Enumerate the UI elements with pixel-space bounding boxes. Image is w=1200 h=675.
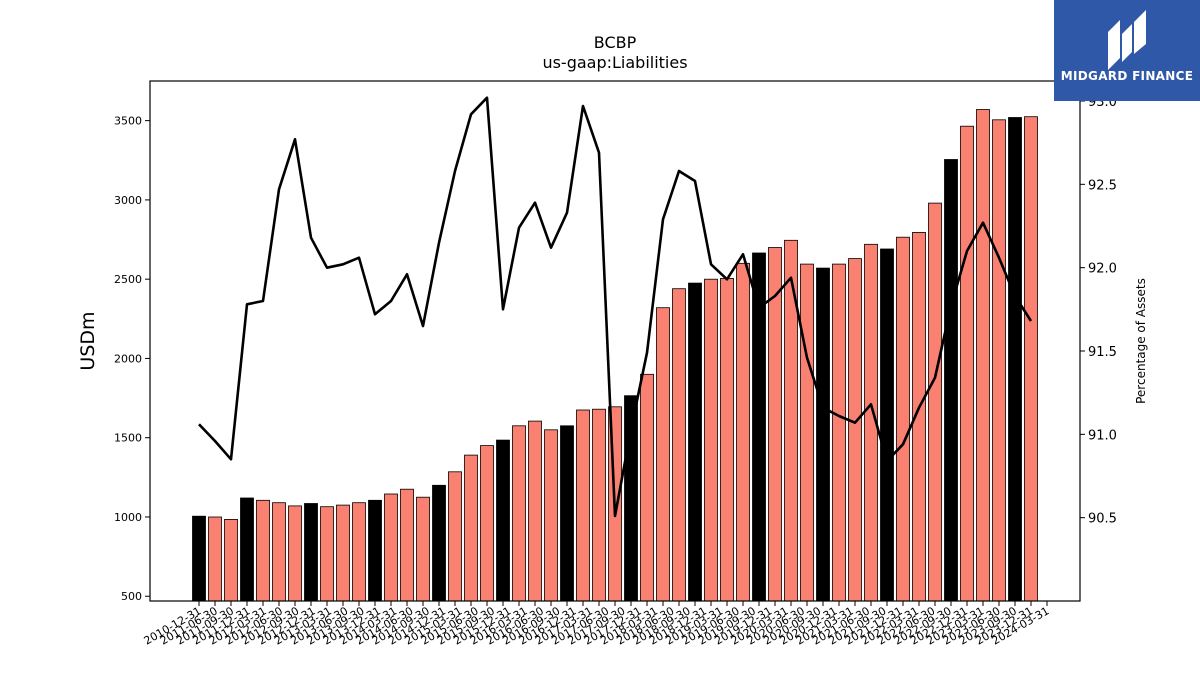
bar: [544, 429, 558, 602]
bar: [432, 484, 446, 602]
bar: [480, 445, 494, 602]
logo-mark-icon: [1108, 10, 1146, 70]
y-axis-right: 90.591.091.592.092.593.0: [1080, 95, 1117, 527]
bar: [592, 408, 606, 602]
bar: [320, 506, 334, 602]
bar: [1008, 117, 1022, 602]
y-tick-label: 500: [121, 590, 142, 603]
line-series: [198, 96, 1033, 518]
y2-tick-label: 92.5: [1088, 178, 1117, 193]
bar: [816, 267, 830, 602]
bar: [336, 504, 350, 602]
bar: [288, 505, 302, 602]
bar: [736, 262, 750, 602]
y-tick-label: 3000: [114, 194, 142, 207]
y-axis-label: USDm: [77, 311, 99, 370]
y-tick-label: 1500: [114, 432, 142, 445]
bar: [416, 496, 430, 602]
bar: [640, 373, 654, 602]
y2-axis-label: Percentage of Assets: [1134, 278, 1148, 404]
bar: [880, 248, 894, 602]
chart-subtitle: us-gaap:Liabilities: [542, 53, 688, 72]
bar-series: [192, 109, 1038, 602]
bar: [832, 263, 846, 602]
y-axis-left: 500 1000 1500 2000 2500 3000 3500: [114, 115, 150, 603]
x-axis: 2010-12-312011-06-302011-09-302011-12-31…: [142, 601, 1052, 648]
bar: [256, 499, 270, 602]
bar: [656, 307, 670, 602]
chart-title: BCBP: [593, 33, 637, 52]
bar: [944, 159, 958, 602]
bar: [896, 236, 910, 602]
bar: [960, 125, 974, 602]
bar: [672, 288, 686, 602]
bar: [992, 119, 1006, 602]
bar: [464, 454, 478, 602]
y-tick-label: 3500: [114, 115, 142, 128]
bar: [272, 502, 286, 602]
y2-tick-label: 91.0: [1088, 428, 1117, 443]
logo: MIDGARD FINANCE: [1054, 0, 1200, 101]
bar: [368, 499, 382, 602]
y2-tick-label: 92.0: [1088, 262, 1117, 277]
bar: [720, 277, 734, 602]
bar: [192, 515, 206, 602]
bar: [976, 109, 990, 602]
y2-tick-label: 90.5: [1088, 512, 1117, 527]
y-tick-label: 1000: [114, 511, 142, 524]
bar: [448, 471, 462, 602]
bar: [1024, 116, 1038, 602]
bar: [400, 488, 414, 602]
bar: [800, 263, 814, 602]
bar: [352, 502, 366, 602]
bar: [576, 409, 590, 602]
bar: [528, 420, 542, 602]
y-tick-label: 2000: [114, 352, 142, 365]
bar: [224, 519, 238, 602]
bar: [208, 516, 222, 602]
bar: [560, 425, 574, 602]
y2-tick-label: 91.5: [1088, 345, 1117, 360]
logo-text: MIDGARD FINANCE: [1060, 69, 1194, 83]
bar: [304, 503, 318, 602]
bar: [688, 282, 702, 602]
bar: [928, 202, 942, 602]
bar: [848, 258, 862, 602]
bar: [240, 497, 254, 602]
bar: [384, 493, 398, 602]
bar: [512, 425, 526, 602]
bar: [496, 439, 510, 602]
percentage-line: [198, 96, 1033, 518]
bar: [704, 278, 718, 602]
y-tick-label: 2500: [114, 273, 142, 286]
